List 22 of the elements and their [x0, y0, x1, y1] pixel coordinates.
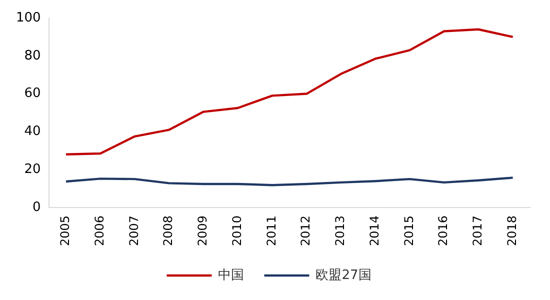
x-tick-label: 2008: [161, 215, 176, 246]
x-tick-label: 2009: [196, 215, 210, 246]
y-tick-label: 100: [16, 10, 41, 26]
y-tick-label: 0: [32, 200, 41, 215]
x-tick-label: 2005: [58, 215, 72, 246]
x-tick-label: 2017: [470, 215, 485, 246]
x-tick-label: 2016: [436, 215, 450, 246]
x-tick-label: 2011: [264, 215, 278, 246]
y-tick-label: 80: [24, 48, 41, 64]
x-tick-label: 2015: [402, 215, 416, 246]
x-tick-label: 2014: [367, 215, 382, 246]
y-tick-label: 60: [24, 86, 41, 102]
legend-label: 欧盟27国: [316, 268, 372, 283]
x-tick-label: 2013: [333, 215, 348, 246]
y-tick-label: 20: [24, 162, 41, 177]
x-tick-label: 2010: [230, 215, 244, 246]
x-tick-label: 2012: [298, 215, 313, 246]
y-tick-label: 40: [24, 124, 41, 140]
x-tick-label: 2007: [126, 215, 141, 246]
legend-label: 中国: [218, 268, 244, 283]
x-tick-label: 2018: [504, 215, 519, 246]
x-tick-label: 2006: [92, 215, 106, 246]
